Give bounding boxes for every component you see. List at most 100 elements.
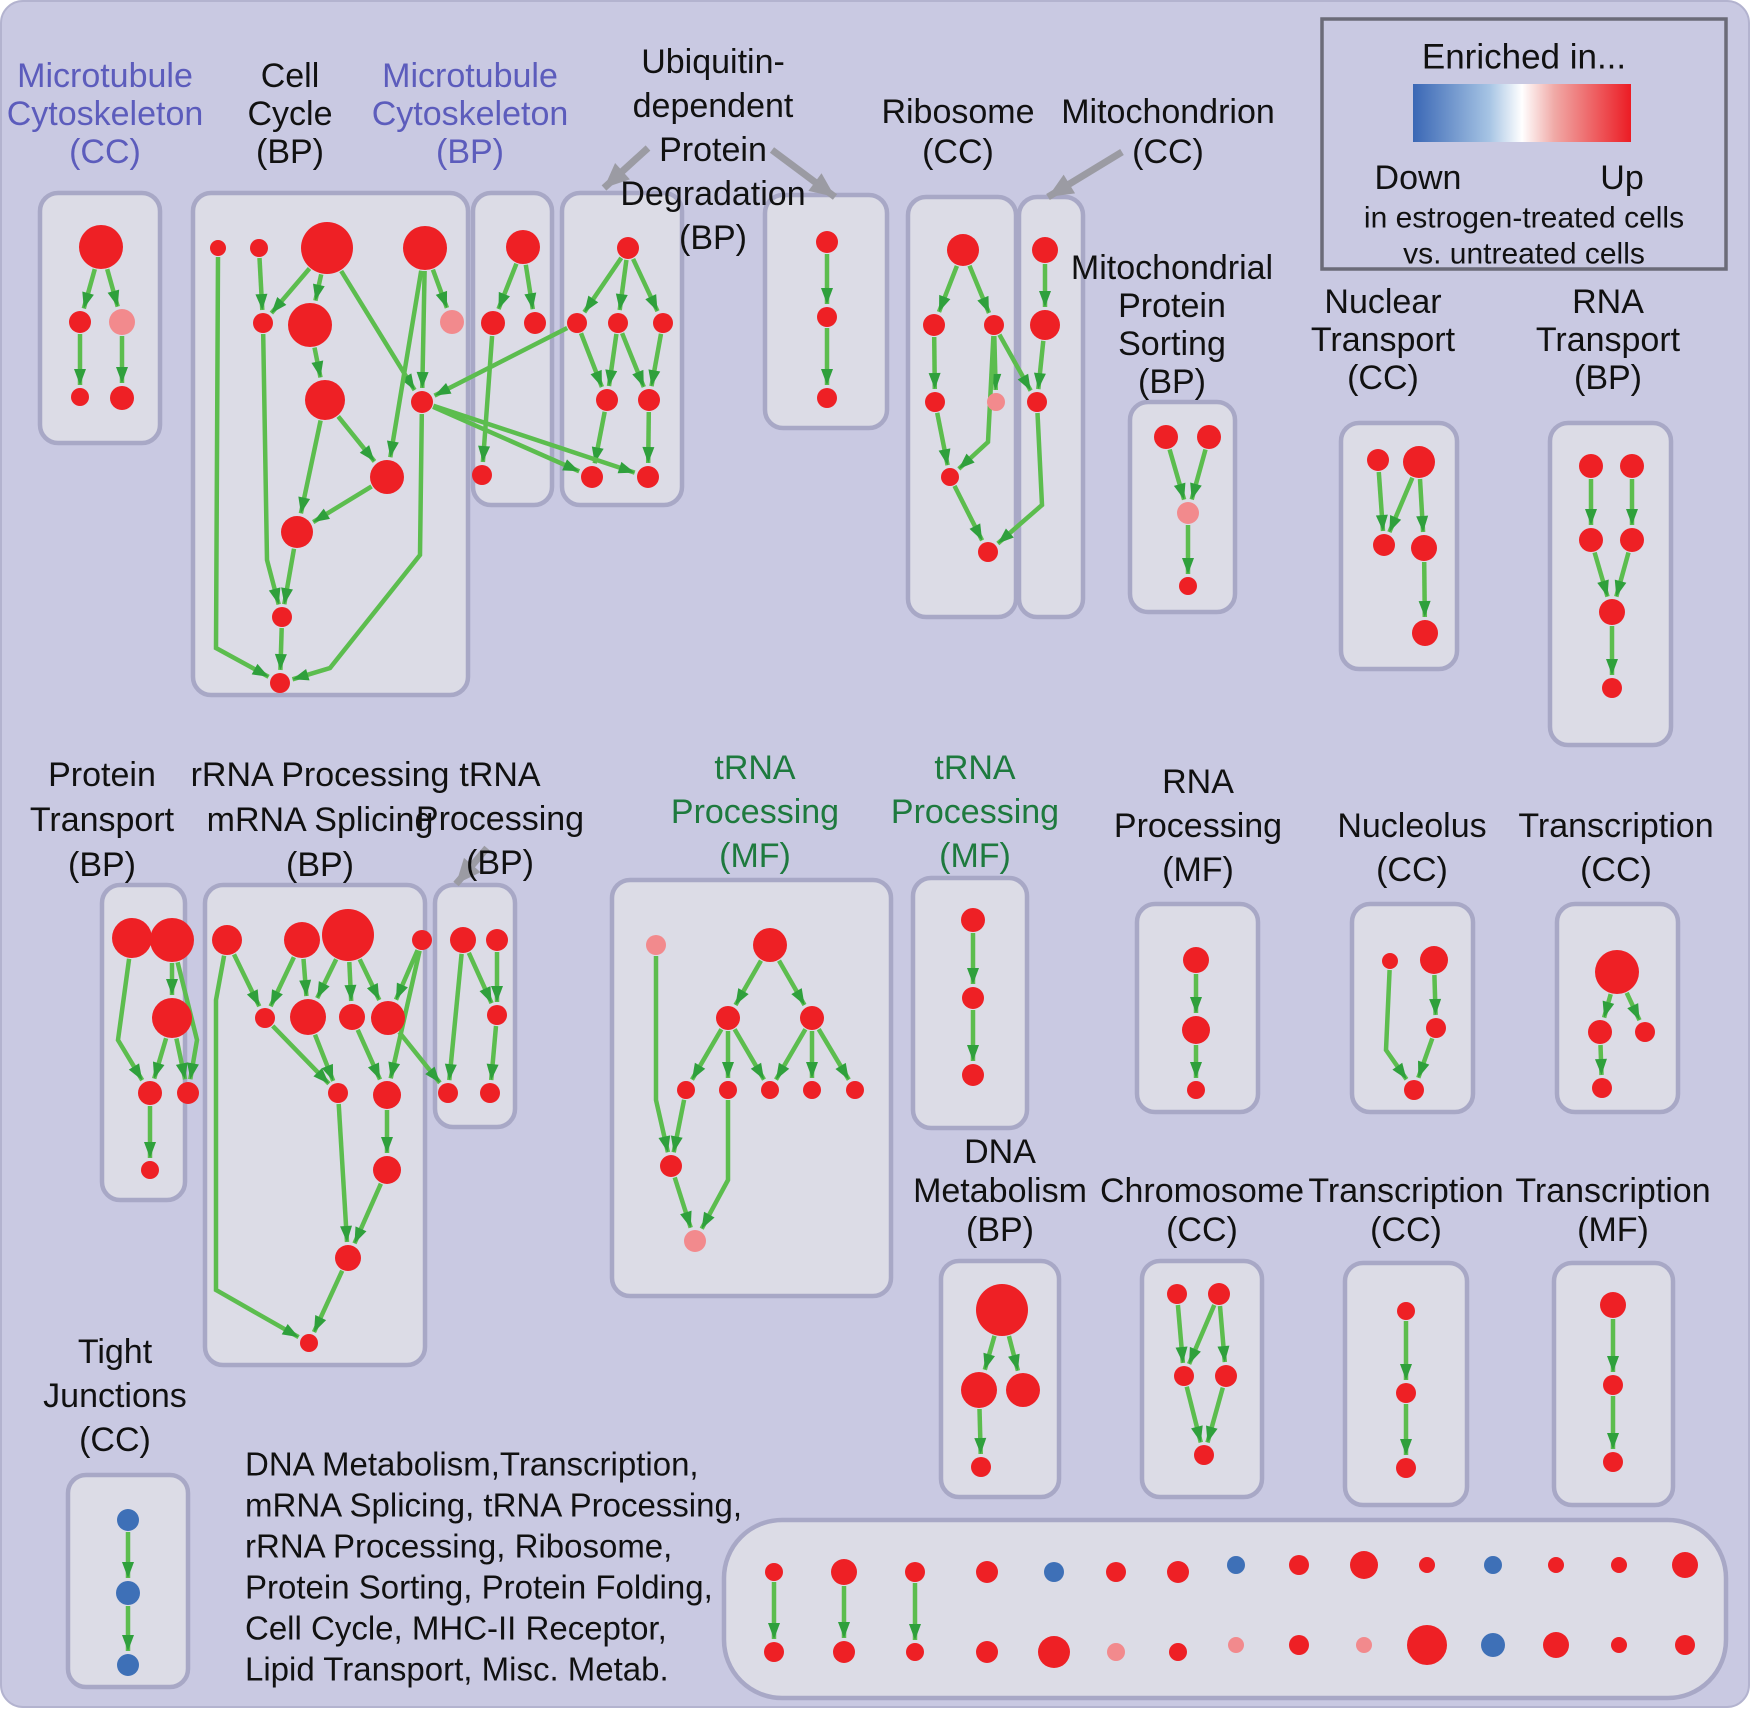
cell-cycle-bp-edge-2: [313, 273, 325, 302]
protein-transport-bp-label: Protein Transport (BP): [30, 756, 175, 884]
rrna-processing-mrna-splicing-bp-edge-4: [344, 961, 357, 1002]
rrna-processing-mrna-splicing-bp-edge-0: [231, 953, 262, 1008]
rna-processing-mf-label-line-1: Processing: [1114, 807, 1282, 845]
protein-transport-bp-node-0: [112, 918, 152, 958]
miscellaneous-node-24: [1356, 1637, 1372, 1653]
trna-processing-mf-large-node-1: [753, 928, 787, 962]
trna-processing-bp-label-line-2: (BP): [466, 844, 534, 882]
ribosome-cc-edge-0: [936, 265, 959, 313]
trna-processing-bp-label-line-1: Processing: [416, 800, 584, 838]
trna-processing-mf-large-label-line-2: (MF): [719, 837, 791, 875]
protein-transport-bp-node-4: [177, 1082, 199, 1104]
ubiquitin-degradation-bp-node-7: [637, 466, 659, 488]
ubiquitin-degradation-bp-edge-7: [591, 411, 607, 464]
trna-processing-bp-node-3: [438, 1083, 458, 1103]
miscellaneous-node-12: [1548, 1557, 1564, 1573]
chromosome-cc-label-line-0: Chromosome: [1100, 1172, 1304, 1210]
rna-transport-bp-node-3: [1620, 528, 1644, 552]
tight-junctions-cc-label-line-1: Junctions: [43, 1377, 187, 1415]
nuclear-transport-cc-node-2: [1373, 534, 1395, 556]
layer-annotations: MicrotubuleCytoskeleton(CC)CellCycle(BP)…: [7, 17, 1728, 1688]
legend-down-label: Down: [1375, 159, 1462, 197]
miscellaneous-node-26: [1481, 1633, 1505, 1657]
miscellaneous-node-27: [1543, 1632, 1569, 1658]
cell-cycle-bp-edge-8: [260, 333, 281, 605]
cell-cycle-bp-edge-10: [298, 420, 323, 514]
microtubule-cytoskeleton-bp-edge-2: [478, 335, 495, 463]
miscellaneous-node-3: [976, 1561, 998, 1583]
trna-processing-mf-large-edge-1: [777, 959, 807, 1007]
cell-cycle-bp-node-3: [403, 226, 447, 270]
rrna-processing-mrna-splicing-bp-edge-14: [311, 1269, 345, 1334]
miscellaneous-node-0: [765, 1563, 783, 1581]
cell-cycle-bp-label-line-1: Cycle: [247, 95, 332, 133]
ubiquitin-degradation-bp-edge-3: [578, 332, 604, 388]
rna-processing-mf-label-line-2: (MF): [1162, 851, 1234, 889]
rna-transport-bp-label-line-1: Transport: [1536, 321, 1681, 359]
miscellaneous-node-9: [1350, 1551, 1378, 1579]
chromosome-cc-label-line-1: (CC): [1166, 1211, 1238, 1249]
microtubule-cytoskeleton-bp-edge-1: [523, 264, 537, 310]
cell-cycle-bp-edge-1: [269, 267, 312, 315]
category-text-line-0: DNA Metabolism,Transcription,: [245, 1446, 699, 1483]
category-text-line-1: mRNA Splicing, tRNA Processing,: [245, 1487, 742, 1524]
cell-cycle-bp-edge-6: [386, 270, 424, 458]
microtubule-cytoskeleton-cc-label-line-1: Cytoskeleton: [7, 95, 204, 133]
microtubule-cytoskeleton-bp-label-line-2: (BP): [436, 133, 504, 171]
nuclear-transport-cc-node-1: [1403, 446, 1435, 478]
ribosome-cc-node-4: [987, 393, 1005, 411]
mito-protein-sorting-bp-node-3: [1179, 577, 1197, 595]
ubiquitin-degradation-bp-node-2: [608, 313, 628, 333]
trna-processing-mf-small-node-1: [962, 987, 984, 1009]
nuclear-transport-cc-edge-3: [1418, 561, 1431, 618]
transcription-cc-upper-node-3: [1592, 1078, 1612, 1098]
protein-transport-bp-node-5: [141, 1161, 159, 1179]
ribosome-cc-edge-2: [928, 336, 941, 390]
miscellaneous-node-16: [833, 1641, 855, 1663]
ubiquitin-degradation-bp-label-line-1: dependent: [633, 87, 794, 125]
trna-processing-mf-large-node-0: [646, 935, 666, 955]
rrna-processing-mrna-splicing-bp-edge-13: [336, 1103, 353, 1243]
trna-processing-mf-large-node-2: [716, 1006, 740, 1030]
miscellaneous-node-5: [1106, 1562, 1126, 1582]
cell-cycle-bp-edge-12: [281, 548, 297, 605]
rna-transport-bp-label-line-0: RNA: [1572, 283, 1644, 321]
transcription-cc-upper-node-2: [1635, 1022, 1655, 1042]
mito-protein-sorting-bp-label-line-3: (BP): [1138, 363, 1206, 401]
miscellaneous-node-29: [1675, 1635, 1695, 1655]
miscellaneous-node-18: [976, 1641, 998, 1663]
mito-protein-sorting-bp-label-line-0: Mitochondrial: [1071, 249, 1273, 287]
cell-cycle-bp-node-1: [250, 239, 268, 257]
ubiquitin-degradation-bp-node-9: [817, 307, 837, 327]
gray-pointer-arrow-0: [601, 145, 651, 191]
trna-processing-mf-large-node-4: [677, 1081, 695, 1099]
nucleolus-cc-node-3: [1404, 1080, 1424, 1100]
cell-cycle-bp-node-2: [301, 222, 353, 274]
rrna-processing-mrna-splicing-bp-node-12: [300, 1334, 318, 1352]
dna-metabolism-bp-node-3: [971, 1457, 991, 1477]
rrna-processing-mrna-splicing-bp-edge-6: [393, 949, 420, 1001]
miscellaneous-node-17: [906, 1643, 924, 1661]
microtubule-cytoskeleton-cc-edge-1: [105, 268, 120, 308]
ribosome-cc-node-1: [923, 314, 945, 336]
nucleolus-cc-edge-2: [1416, 1037, 1435, 1079]
ribosome-cc-edge-4: [934, 412, 951, 466]
transcription-cc-upper-node-0: [1595, 950, 1639, 994]
protein-transport-bp-node-1: [150, 918, 194, 962]
trna-processing-mf-large-edge-8: [653, 956, 671, 1153]
layer-cluster-boxes: [37, 190, 1729, 1701]
miscellaneous-node-15: [764, 1642, 784, 1662]
rrna-processing-mrna-splicing-bp-node-3: [412, 930, 432, 950]
trna-processing-bp-node-0: [450, 927, 476, 953]
ubiquitin-degradation-bp-label: Ubiquitin-dependent Protein Degradation (BP…: [620, 43, 805, 257]
legend: Enriched in... Down Up in estrogen-treated …: [1320, 17, 1728, 271]
cell-cycle-bp-node-10: [411, 391, 433, 413]
dna-metabolism-bp-label-line-2: (BP): [966, 1211, 1034, 1249]
mitochondrion-cc-label-line-1: (CC): [1132, 133, 1204, 171]
trna-processing-mf-small-label-line-1: Processing: [891, 793, 1059, 831]
ubiquitin-degradation-bp-edge-1: [615, 259, 629, 311]
